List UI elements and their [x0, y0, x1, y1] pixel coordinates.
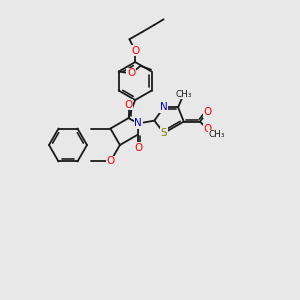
Text: O: O [106, 157, 115, 166]
Text: O: O [203, 124, 212, 134]
Text: CH₃: CH₃ [176, 89, 192, 98]
Text: N: N [134, 118, 142, 128]
Text: S: S [160, 128, 167, 138]
Text: O: O [134, 143, 142, 153]
Text: O: O [127, 68, 135, 78]
Text: O: O [131, 46, 139, 56]
Text: O: O [203, 107, 212, 117]
Text: O: O [124, 100, 133, 110]
Text: CH₃: CH₃ [209, 130, 225, 140]
Text: N: N [160, 102, 168, 112]
